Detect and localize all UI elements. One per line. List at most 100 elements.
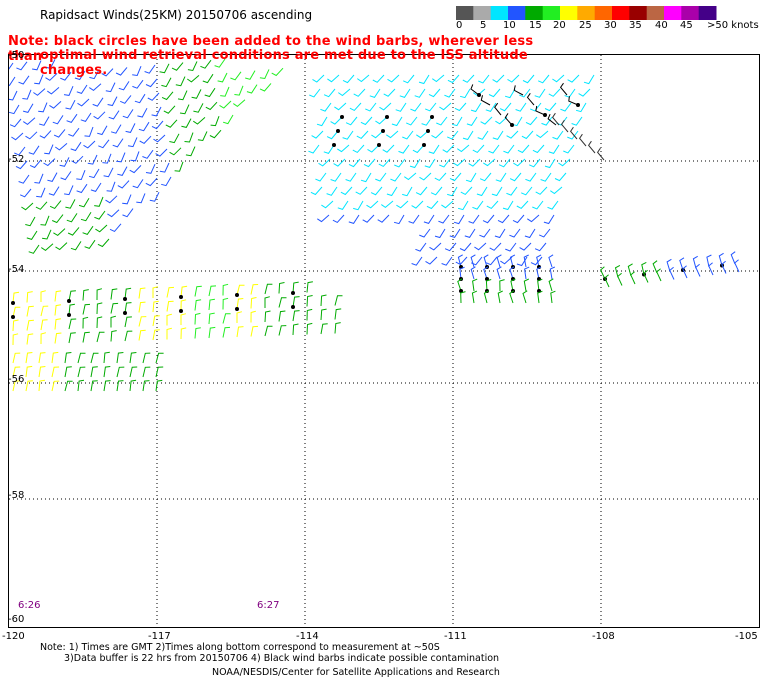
wind-barb	[122, 208, 134, 218]
wind-barb	[337, 200, 349, 210]
wind-barb	[217, 72, 228, 83]
wind-barb	[470, 84, 481, 97]
wind-barb	[317, 214, 330, 223]
wind-barb	[369, 88, 381, 98]
wind-barb	[478, 74, 490, 84]
wind-barb	[22, 89, 32, 100]
wind-barb	[451, 116, 463, 127]
wind-barb	[479, 228, 491, 238]
wind-barb	[454, 102, 467, 112]
wind-barb	[145, 177, 158, 187]
wind-barb	[507, 74, 520, 83]
wind-barb	[292, 310, 300, 322]
wind-barb	[87, 154, 98, 165]
wind-barb	[544, 158, 556, 169]
wind-barb	[734, 259, 740, 273]
wind-barb	[155, 379, 163, 392]
wind-barb	[110, 124, 122, 134]
wind-barb	[535, 105, 547, 117]
wind-barb	[692, 255, 698, 269]
wind-barb	[95, 224, 108, 233]
contamination-note: optimal wind retrieval conditions are me…	[40, 48, 528, 78]
wind-barb	[408, 214, 420, 224]
wind-barb	[558, 158, 571, 167]
wind-barb	[345, 172, 357, 182]
wind-barb	[180, 313, 187, 325]
wind-barb	[54, 304, 62, 316]
wind-barb	[116, 366, 125, 378]
wind-barb	[28, 145, 40, 155]
wind-barb	[67, 227, 80, 236]
wind-barb	[53, 129, 66, 138]
wind-barb	[441, 200, 454, 209]
wind-barb	[444, 242, 457, 252]
wind-barb	[264, 325, 273, 337]
wind-barb	[65, 199, 76, 209]
wind-barb	[11, 132, 24, 141]
wind-barb	[439, 158, 451, 168]
footer-note: 3)Data buffer is 22 hrs from 20150706 4)…	[64, 653, 500, 664]
wind-barb	[541, 116, 553, 126]
colorbar-label: 0	[456, 20, 463, 31]
wind-barb	[33, 88, 46, 96]
wind-barb	[488, 144, 500, 154]
wind-barb	[477, 130, 489, 140]
wind-barb	[498, 158, 511, 168]
wind-barb	[415, 242, 427, 252]
wind-barb	[250, 310, 257, 323]
wind-barb	[179, 104, 190, 115]
wind-barb	[34, 173, 44, 184]
wind-barb	[155, 366, 164, 378]
wind-barb	[441, 256, 453, 266]
wind-barb	[330, 172, 342, 182]
wind-barb	[471, 290, 478, 304]
wind-barb	[666, 258, 672, 272]
wind-barb	[235, 284, 245, 297]
wind-barb	[428, 144, 440, 154]
wind-barb	[416, 129, 430, 139]
wind-barb	[377, 214, 390, 223]
wind-barb	[222, 326, 231, 338]
colorbar-label: >50 knots	[707, 20, 759, 31]
wind-barb	[398, 144, 410, 154]
wind-barb	[16, 61, 28, 71]
wind-barb	[334, 308, 342, 320]
wind-barb	[9, 62, 14, 70]
wind-barb	[474, 242, 487, 251]
wind-barb	[68, 127, 80, 137]
wind-barb	[399, 88, 411, 98]
wind-barb	[357, 74, 370, 83]
wind-barb	[530, 102, 542, 112]
wind-barb	[116, 352, 124, 364]
wind-barb	[208, 312, 215, 325]
wind-barb	[52, 115, 64, 125]
wind-barb	[497, 290, 503, 304]
wind-barb	[200, 59, 212, 69]
wind-barb	[455, 256, 468, 266]
wind-barb	[40, 215, 50, 226]
wind-barb	[161, 176, 172, 187]
wind-barb	[134, 93, 146, 104]
wind-barb	[122, 109, 134, 119]
wind-barb	[138, 329, 146, 341]
wind-barb	[155, 352, 164, 364]
wind-barb	[345, 116, 358, 126]
wind-barb	[320, 308, 327, 321]
time-label: 6:27	[257, 600, 280, 611]
wind-barb	[447, 186, 458, 197]
wind-barb	[492, 130, 504, 140]
wind-barb	[460, 186, 473, 196]
wind-barb	[292, 323, 299, 336]
wind-barb	[161, 77, 172, 88]
wind-barb	[166, 286, 175, 298]
wind-barb	[488, 88, 501, 98]
wind-barb	[494, 228, 506, 239]
wind-barb	[504, 113, 514, 127]
wind-barb	[483, 290, 489, 304]
wind-barb	[516, 256, 528, 267]
lon-label: -108	[592, 631, 615, 642]
wind-barb	[89, 69, 100, 80]
wind-barb	[482, 214, 495, 224]
lon-label: -117	[148, 631, 171, 642]
wind-barb	[395, 102, 407, 112]
